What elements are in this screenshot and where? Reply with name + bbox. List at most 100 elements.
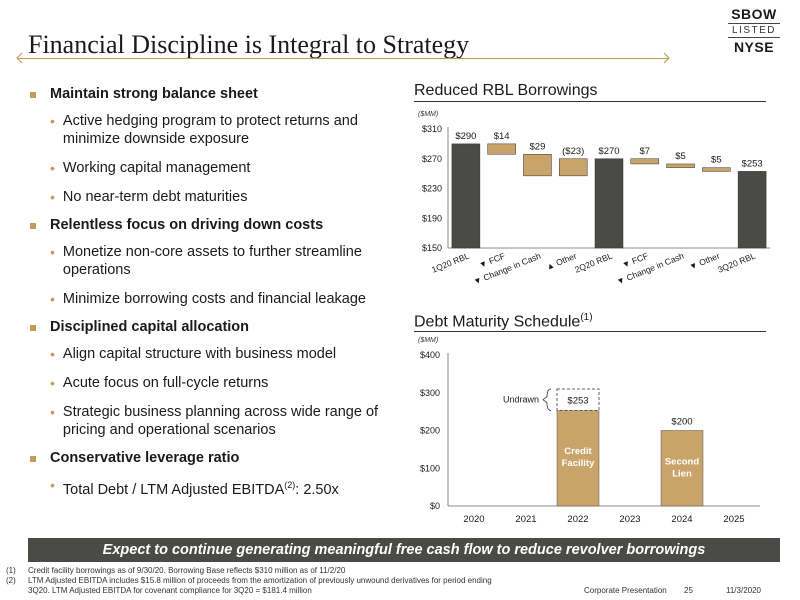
dot-bullet-icon: • <box>50 346 55 362</box>
rbl-data-label: $5 <box>711 155 722 166</box>
rbl-bar <box>594 158 624 249</box>
bullet-text: Relentless focus on driving down costs <box>50 217 324 233</box>
leverage-value: : 2.50x <box>295 481 339 498</box>
dot-bullet-icon: • <box>50 244 55 260</box>
square-bullet-icon <box>30 223 36 229</box>
sub-bullet: • Total Debt / LTM Adjusted EBITDA(2): 2.… <box>50 476 390 499</box>
bullet-text: Disciplined capital allocation <box>50 319 250 335</box>
rbl-category-label: 1Q20 RBL <box>430 250 471 274</box>
dot-bullet-icon: • <box>50 160 55 176</box>
sub-bullet-text: Align capital structure with business mo… <box>62 346 337 362</box>
footnote-text: Credit facility borrowings as of 9/30/20… <box>28 566 346 575</box>
footnote-number: (1) <box>6 566 16 575</box>
rbl-bar <box>487 143 516 155</box>
footer-label: Corporate Presentation <box>584 586 667 595</box>
sub-bullet-text: Working capital management <box>62 160 251 176</box>
debt-bar-series-label: Credit <box>564 446 592 457</box>
debt-category-label: 2024 <box>671 514 692 525</box>
rbl-category-label: 2Q20 RBL <box>573 250 614 274</box>
bullet-list: Maintain strong balance sheet • Active he… <box>30 86 390 510</box>
bullet-capital-allocation: Disciplined capital allocation <box>30 319 390 335</box>
sub-bullet: • No near-term debt maturities <box>50 188 390 206</box>
debt-y-tick-label: $300 <box>420 388 440 398</box>
sub-bullet: • Acute focus on full-cycle returns <box>50 374 390 392</box>
debt-category-label: 2023 <box>619 514 640 525</box>
dot-bullet-icon: • <box>50 404 55 420</box>
debt-undrawn-label: Undrawn <box>503 395 539 405</box>
square-bullet-icon <box>30 325 36 331</box>
rbl-y-tick-label: $270 <box>422 154 442 164</box>
debt-data-label: $200 <box>671 417 692 428</box>
rbl-bar <box>451 143 481 249</box>
footer-date: 11/3/2020 <box>726 586 761 595</box>
footnote-1: (1) Credit facility borrowings as of 9/30… <box>6 566 345 575</box>
rbl-y-tick-label: $190 <box>422 213 442 223</box>
rbl-data-label: $253 <box>742 158 763 169</box>
rbl-data-label: $290 <box>455 131 476 142</box>
debt-bar-series-label: Lien <box>672 468 692 479</box>
rbl-data-label: $5 <box>675 151 686 162</box>
debt-bar <box>660 430 704 507</box>
square-bullet-icon <box>30 456 36 462</box>
sub-bullet-text: Minimize borrowing costs and financial l… <box>62 291 366 307</box>
bullet-balance-sheet: Maintain strong balance sheet <box>30 86 390 102</box>
sub-bullet: • Monetize non-core assets to further str… <box>50 243 390 279</box>
debt-category-label: 2020 <box>463 514 484 525</box>
bullet-text: Maintain strong balance sheet <box>50 86 258 102</box>
debt-y-tick-label: $200 <box>420 426 440 436</box>
debt-y-tick-label: $0 <box>430 501 440 511</box>
rule-right-arrow-icon <box>663 52 670 64</box>
footnote-2-cont: 3Q20. LTM Adjusted EBITDA for covenant c… <box>6 586 312 595</box>
rbl-bar <box>666 163 695 168</box>
debt-category-label: 2025 <box>723 514 744 525</box>
sub-bullet: • Align capital structure with business m… <box>50 345 390 363</box>
sub-bullet-text: Monetize non-core assets to further stre… <box>62 244 362 278</box>
footnote-2: (2) LTM Adjusted EBITDA includes $15.8 mi… <box>6 576 492 585</box>
rbl-waterfall-chart: ($MM) $150 $190 $230 $270 $310 $290 1Q20 RBL $14… <box>418 111 770 287</box>
rule-left-arrow-icon <box>16 52 23 64</box>
rbl-bar <box>702 167 731 172</box>
logo-divider <box>728 37 780 38</box>
dot-bullet-icon: • <box>50 375 55 391</box>
debt-chart-title: Debt Maturity Schedule(1) <box>414 312 593 331</box>
debt-unit-label: ($MM) <box>418 337 438 344</box>
rbl-bar <box>523 154 552 177</box>
sub-bullet-text: Acute focus on full-cycle returns <box>62 375 269 391</box>
rbl-y-tick-label: $310 <box>422 124 442 134</box>
rbl-unit-label: ($MM) <box>418 111 438 118</box>
debt-undrawn-bracket-icon <box>542 388 552 411</box>
rbl-category-label: ▲ Other <box>545 251 579 272</box>
takeaway-banner: Expect to continue generating meaningful… <box>28 538 780 562</box>
dot-bullet-icon: • <box>50 477 55 493</box>
footnote-text: LTM Adjusted EBITDA includes $15.8 milli… <box>28 576 492 585</box>
rbl-bar <box>737 171 767 249</box>
debt-bar <box>556 410 600 507</box>
debt-category-label: 2022 <box>567 514 588 525</box>
rbl-bar <box>558 158 588 177</box>
debt-y-tick-label: $400 <box>420 350 440 360</box>
footnote-number: (2) <box>6 576 16 585</box>
footnote-ref: (1) <box>580 312 593 323</box>
debt-title-text: Debt Maturity Schedule <box>414 313 581 331</box>
sub-bullet-text: No near-term debt maturities <box>62 189 248 205</box>
rbl-y-tick-label: $230 <box>422 184 442 194</box>
sub-bullet-text: Total Debt / LTM Adjusted EBITDA(2): 2.5… <box>63 476 339 499</box>
square-bullet-icon <box>30 92 36 98</box>
sbow-nyse-logo: SBOW LISTED NYSE <box>722 6 786 55</box>
sub-bullet-text: Active hedging program to protect return… <box>62 113 358 147</box>
footnote-text: 3Q20. LTM Adjusted EBITDA for covenant c… <box>28 586 312 595</box>
debt-undrawn-box <box>556 388 600 411</box>
logo-ticker: SBOW <box>731 6 777 22</box>
sub-bullet: • Working capital management <box>50 159 390 177</box>
footnote-ref: (2) <box>284 480 296 490</box>
rbl-data-label: $29 <box>530 141 546 152</box>
sub-bullet: • Active hedging program to protect retur… <box>50 112 390 148</box>
debt-category-label: 2021 <box>515 514 536 525</box>
page-title: Financial Discipline is Integral to Stra… <box>28 30 470 59</box>
footnote-number <box>6 586 28 595</box>
bullet-text: Conservative leverage ratio <box>50 450 240 466</box>
dot-bullet-icon: • <box>50 113 55 129</box>
rbl-y-tick-label: $150 <box>422 243 442 253</box>
debt-y-tick-label: $100 <box>420 463 440 473</box>
